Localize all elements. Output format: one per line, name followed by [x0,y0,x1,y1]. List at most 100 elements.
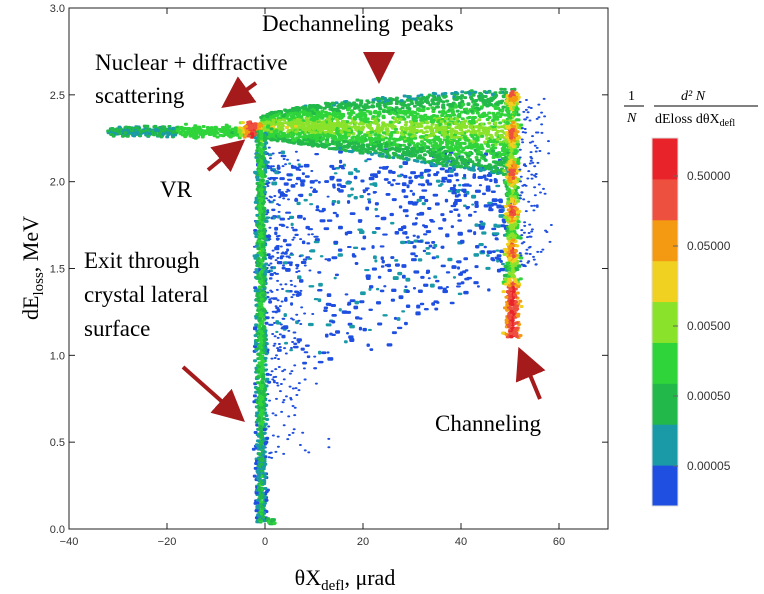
heat-cell [367,126,372,130]
heat-cell [349,109,354,113]
heat-cell [290,222,294,227]
heat-cell [395,182,401,185]
heat-cell [473,231,477,236]
heat-cell [355,170,361,173]
heat-cell [253,228,258,232]
heat-cell [276,279,280,282]
heat-cell [322,126,327,130]
heat-cell [426,146,431,150]
heat-cell [293,122,298,126]
heat-cell [292,345,299,349]
heat-cell [165,135,170,139]
heat-cell [493,180,498,184]
heat-cell [186,129,191,133]
heat-cell [369,152,374,156]
heat-cell [419,195,426,200]
heat-cell [489,103,494,107]
heat-cell [250,132,255,136]
heat-cell [444,117,449,121]
heat-cell [274,305,278,308]
heat-cell [271,152,275,155]
heat-cell [264,141,269,145]
heat-cell [213,130,218,134]
heat-cell [402,117,407,121]
heat-cell [382,166,388,170]
heat-cell [276,134,281,138]
heat-cell [268,200,272,203]
heat-cell [265,372,270,376]
heat-cell [419,171,424,175]
heat-cell [159,135,164,139]
heat-cell [282,158,286,161]
heat-cell [267,425,271,428]
heat-cell [287,415,291,418]
heat-cell [493,94,498,98]
heat-cell [301,431,305,434]
heat-cell [273,195,277,198]
heat-cell [192,133,197,137]
heat-cell [277,343,281,346]
heat-cell [388,120,393,124]
heat-cell [273,356,277,359]
heat-cell [391,198,397,202]
heat-cell [473,131,478,135]
heat-cell [276,251,280,254]
heat-cell [270,357,274,360]
heat-cell [287,198,291,201]
heat-cell [418,122,423,126]
heat-cell [380,256,384,261]
heat-cell [297,194,303,197]
heat-cell [285,211,292,214]
heat-cell [284,352,288,355]
heat-cell [414,217,419,220]
heat-cell [298,444,302,447]
heat-cell [450,204,457,208]
heat-cell [369,348,374,351]
heat-cell [419,129,424,133]
heat-cell [327,437,331,440]
heat-cell [443,125,448,129]
heat-cell [267,264,271,267]
heat-cell [368,308,373,311]
heat-cell [489,135,494,139]
heat-cell [471,93,476,97]
heat-cell [483,204,489,208]
heat-cell [329,164,335,168]
heat-cell [351,135,356,139]
heat-cell [364,149,369,153]
heat-cell [391,171,396,174]
heat-cell [448,135,453,139]
heat-cell [354,261,359,265]
heat-cell [284,341,289,345]
heat-cell [308,322,314,327]
heat-cell [425,121,430,125]
heat-cell [404,214,409,218]
heat-cell [271,434,275,437]
heat-cell [446,103,451,107]
heat-cell [372,190,377,194]
heat-cell [337,253,343,257]
heat-cell [298,255,302,258]
heat-cell [376,97,381,101]
heat-cell [274,311,278,314]
heat-cell [425,101,430,105]
heat-cell [392,111,397,115]
heat-cell [233,126,238,130]
heat-cell [487,121,492,125]
heat-cell [447,257,453,262]
heat-cell [419,150,424,154]
heat-cell [362,108,367,112]
heat-cell [324,258,328,261]
heat-cell [353,175,358,180]
heat-cell [373,119,378,123]
heat-cell [487,126,492,130]
heat-cell [464,124,469,128]
heat-cell [294,130,299,134]
heat-cell [276,256,280,259]
heat-cell [423,224,428,229]
heat-cell [360,247,366,251]
heat-cell [342,148,347,152]
heat-cell [424,130,429,134]
heat-cell [325,138,330,142]
heat-cell [447,113,452,117]
